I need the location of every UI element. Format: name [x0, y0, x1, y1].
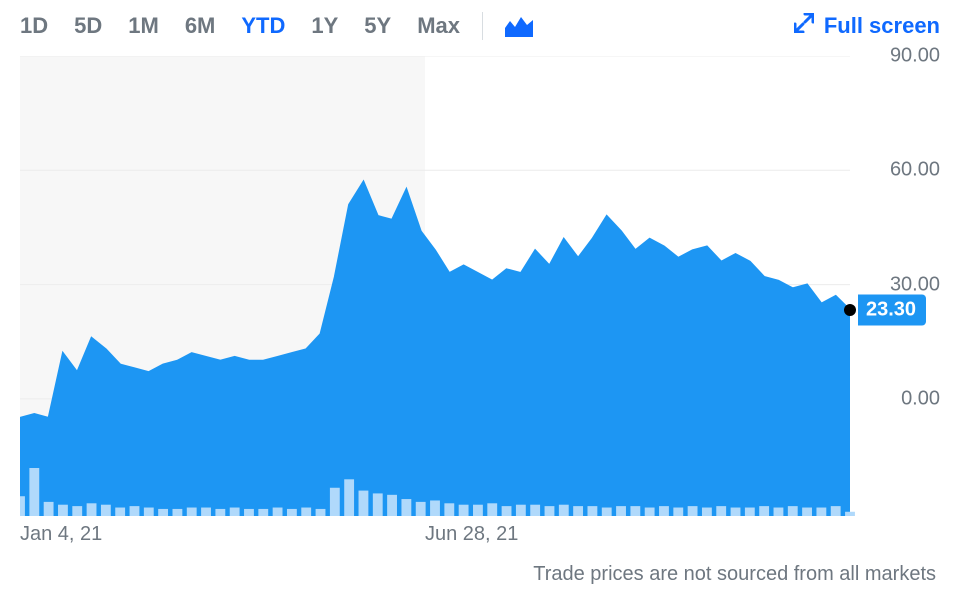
range-tab-1y[interactable]: 1Y: [311, 13, 338, 39]
range-tab-5y[interactable]: 5Y: [364, 13, 391, 39]
area-chart-icon[interactable]: [505, 15, 533, 37]
fullscreen-label: Full screen: [824, 13, 940, 39]
range-tab-ytd[interactable]: YTD: [241, 13, 285, 39]
y-tick-label: 30.00: [870, 273, 940, 296]
fullscreen-button[interactable]: Full screen: [794, 13, 940, 39]
range-tab-1d[interactable]: 1D: [20, 13, 48, 39]
toolbar-divider: [482, 12, 483, 40]
range-tab-max[interactable]: Max: [417, 13, 460, 39]
y-tick-label: 0.00: [870, 387, 940, 410]
chart-svg: [20, 56, 940, 516]
range-tabs: 1D 5D 1M 6M YTD 1Y 5Y Max: [20, 13, 460, 39]
y-tick-label: 60.00: [870, 159, 940, 182]
x-tick-label: Jun 28, 21: [425, 523, 518, 546]
range-tab-6m[interactable]: 6M: [185, 13, 216, 39]
x-tick-label: Jan 4, 21: [20, 523, 102, 546]
range-tab-5d[interactable]: 5D: [74, 13, 102, 39]
chart-toolbar: 1D 5D 1M 6M YTD 1Y 5Y Max Full screen: [0, 0, 960, 50]
current-price-dot: [844, 304, 856, 316]
disclaimer-text: Trade prices are not sourced from all ma…: [533, 563, 936, 586]
expand-icon: [794, 13, 814, 39]
range-tab-1m[interactable]: 1M: [128, 13, 159, 39]
price-chart[interactable]: 0.0030.0060.0090.00Jan 4, 21Jun 28, 2123…: [20, 56, 940, 516]
y-tick-label: 90.00: [870, 45, 940, 68]
current-price-badge: 23.30: [858, 295, 926, 326]
